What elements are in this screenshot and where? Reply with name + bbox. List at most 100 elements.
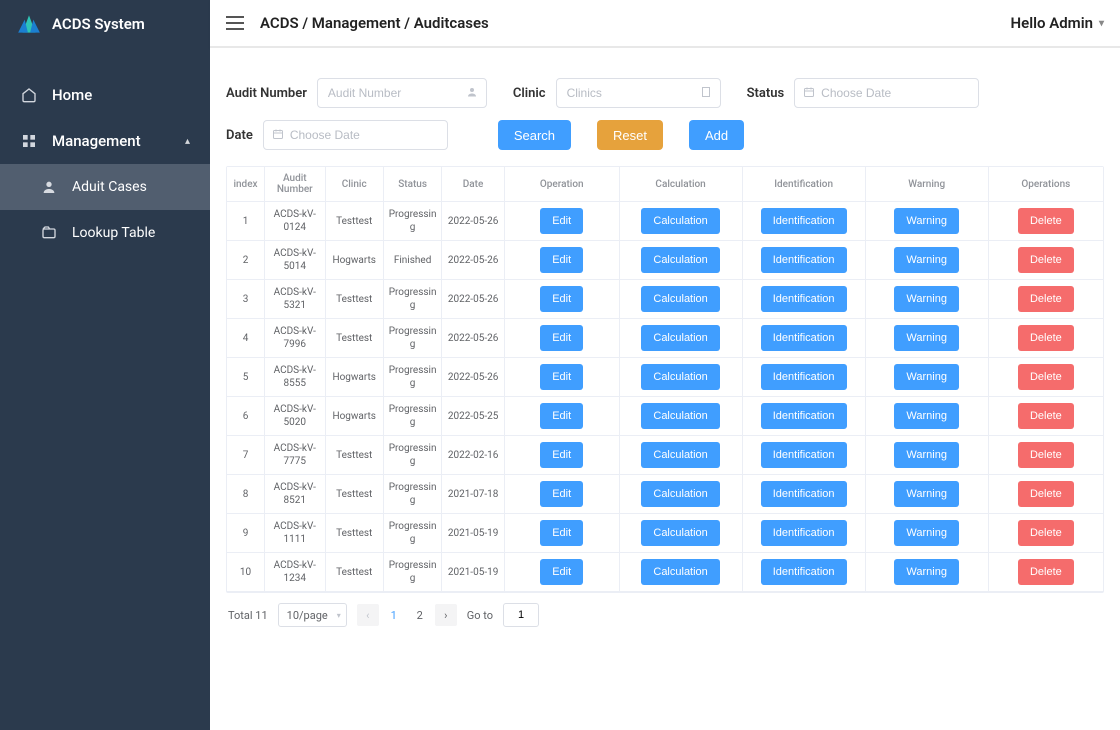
cell-index: 8 bbox=[227, 475, 265, 514]
identification-button[interactable]: Identification bbox=[761, 325, 847, 351]
delete-button[interactable]: Delete bbox=[1018, 559, 1074, 585]
cell-date: 2021-05-19 bbox=[442, 514, 505, 553]
user-menu[interactable]: Hello Admin ▾ bbox=[1011, 14, 1105, 32]
table-row: 10ACDS-kV-1234TesttestProgressing2021-05… bbox=[227, 553, 1103, 592]
pager-prev[interactable]: ‹ bbox=[357, 604, 379, 626]
nav-item-management[interactable]: Management ▴ bbox=[0, 118, 210, 164]
th-calculation: Calculation bbox=[619, 167, 742, 202]
nav: Home Management ▴ Aduit Cases bbox=[0, 48, 210, 256]
delete-button[interactable]: Delete bbox=[1018, 325, 1074, 351]
delete-button[interactable]: Delete bbox=[1018, 442, 1074, 468]
calculation-button[interactable]: Calculation bbox=[641, 559, 719, 585]
cell-identification: Identification bbox=[742, 319, 865, 358]
warning-button[interactable]: Warning bbox=[894, 247, 959, 273]
search-button[interactable]: Search bbox=[498, 120, 571, 150]
cell-operations: Delete bbox=[988, 241, 1103, 280]
identification-button[interactable]: Identification bbox=[761, 208, 847, 234]
cell-date: 2022-05-26 bbox=[442, 358, 505, 397]
calculation-button[interactable]: Calculation bbox=[641, 286, 719, 312]
edit-button[interactable]: Edit bbox=[540, 325, 583, 351]
identification-button[interactable]: Identification bbox=[761, 442, 847, 468]
goto-input[interactable] bbox=[503, 603, 539, 627]
nav-item-home[interactable]: Home bbox=[0, 72, 210, 118]
system-name: ACDS System bbox=[52, 15, 145, 33]
nav-label-audit-cases: Aduit Cases bbox=[72, 179, 147, 195]
nav-item-audit-cases[interactable]: Aduit Cases bbox=[0, 164, 210, 210]
edit-button[interactable]: Edit bbox=[540, 286, 583, 312]
clinic-select[interactable] bbox=[567, 86, 692, 100]
warning-button[interactable]: Warning bbox=[894, 208, 959, 234]
th-audit-number: Audit Number bbox=[265, 167, 325, 202]
calculation-button[interactable]: Calculation bbox=[641, 442, 719, 468]
delete-button[interactable]: Delete bbox=[1018, 481, 1074, 507]
page-size-select[interactable]: 10/page ▾ bbox=[278, 603, 347, 627]
calculation-button[interactable]: Calculation bbox=[641, 520, 719, 546]
delete-button[interactable]: Delete bbox=[1018, 364, 1074, 390]
calculation-button[interactable]: Calculation bbox=[641, 481, 719, 507]
menu-toggle-icon[interactable] bbox=[226, 16, 244, 30]
warning-button[interactable]: Warning bbox=[894, 403, 959, 429]
cell-index: 10 bbox=[227, 553, 265, 592]
edit-button[interactable]: Edit bbox=[540, 247, 583, 273]
warning-button[interactable]: Warning bbox=[894, 520, 959, 546]
reset-button[interactable]: Reset bbox=[597, 120, 663, 150]
cell-calculation: Calculation bbox=[619, 358, 742, 397]
date-input[interactable] bbox=[290, 128, 419, 142]
cell-audit-number: ACDS-kV-8555 bbox=[265, 358, 325, 397]
warning-button[interactable]: Warning bbox=[894, 481, 959, 507]
calculation-button[interactable]: Calculation bbox=[641, 364, 719, 390]
cell-warning: Warning bbox=[865, 241, 988, 280]
edit-button[interactable]: Edit bbox=[540, 481, 583, 507]
identification-button[interactable]: Identification bbox=[761, 286, 847, 312]
warning-button[interactable]: Warning bbox=[894, 442, 959, 468]
delete-button[interactable]: Delete bbox=[1018, 520, 1074, 546]
identification-button[interactable]: Identification bbox=[761, 403, 847, 429]
delete-button[interactable]: Delete bbox=[1018, 247, 1074, 273]
pager-page[interactable]: 2 bbox=[409, 604, 431, 626]
warning-button[interactable]: Warning bbox=[894, 364, 959, 390]
cell-warning: Warning bbox=[865, 358, 988, 397]
calculation-button[interactable]: Calculation bbox=[641, 208, 719, 234]
warning-button[interactable]: Warning bbox=[894, 559, 959, 585]
table: index Audit Number Clinic Status Date Op… bbox=[226, 166, 1104, 593]
cell-operation: Edit bbox=[504, 436, 619, 475]
delete-button[interactable]: Delete bbox=[1018, 403, 1074, 429]
calculation-button[interactable]: Calculation bbox=[641, 403, 719, 429]
table-row: 8ACDS-kV-8521TesttestProgressing2021-07-… bbox=[227, 475, 1103, 514]
calculation-button[interactable]: Calculation bbox=[641, 247, 719, 273]
identification-button[interactable]: Identification bbox=[761, 559, 847, 585]
cell-status: Progressing bbox=[383, 358, 441, 397]
pager-next[interactable]: › bbox=[435, 604, 457, 626]
warning-button[interactable]: Warning bbox=[894, 286, 959, 312]
cell-warning: Warning bbox=[865, 436, 988, 475]
cell-date: 2022-05-26 bbox=[442, 280, 505, 319]
identification-button[interactable]: Identification bbox=[761, 364, 847, 390]
edit-button[interactable]: Edit bbox=[540, 364, 583, 390]
edit-button[interactable]: Edit bbox=[540, 559, 583, 585]
cell-operation: Edit bbox=[504, 280, 619, 319]
audit-number-input[interactable] bbox=[328, 86, 458, 100]
pager-page[interactable]: 1 bbox=[383, 604, 405, 626]
nav-item-lookup-table[interactable]: Lookup Table bbox=[0, 210, 210, 256]
edit-button[interactable]: Edit bbox=[540, 442, 583, 468]
identification-button[interactable]: Identification bbox=[761, 520, 847, 546]
add-button[interactable]: Add bbox=[689, 120, 744, 150]
cell-calculation: Calculation bbox=[619, 241, 742, 280]
identification-button[interactable]: Identification bbox=[761, 481, 847, 507]
identification-button[interactable]: Identification bbox=[761, 247, 847, 273]
cell-clinic: Testtest bbox=[325, 202, 383, 241]
cell-clinic: Testtest bbox=[325, 319, 383, 358]
status-date-input[interactable] bbox=[821, 86, 950, 100]
warning-button[interactable]: Warning bbox=[894, 325, 959, 351]
nav-label-lookup-table: Lookup Table bbox=[72, 225, 155, 241]
edit-button[interactable]: Edit bbox=[540, 208, 583, 234]
delete-button[interactable]: Delete bbox=[1018, 286, 1074, 312]
delete-button[interactable]: Delete bbox=[1018, 208, 1074, 234]
cell-warning: Warning bbox=[865, 475, 988, 514]
table-row: 1ACDS-kV-0124TesttestProgressing2022-05-… bbox=[227, 202, 1103, 241]
cell-status: Progressing bbox=[383, 319, 441, 358]
edit-button[interactable]: Edit bbox=[540, 520, 583, 546]
cell-warning: Warning bbox=[865, 397, 988, 436]
edit-button[interactable]: Edit bbox=[540, 403, 583, 429]
calculation-button[interactable]: Calculation bbox=[641, 325, 719, 351]
